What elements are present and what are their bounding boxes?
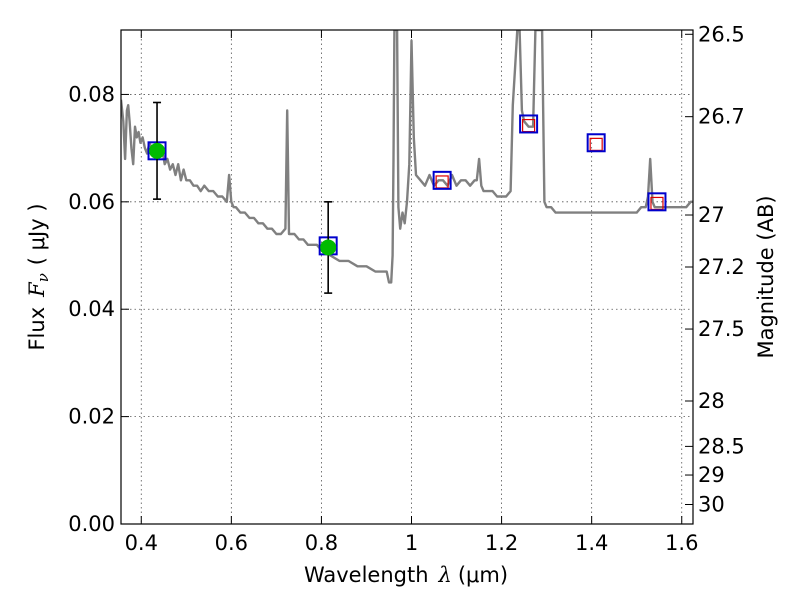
x-tick-label: 0.4	[125, 531, 158, 555]
measured-point	[320, 239, 337, 256]
y2-tick-label: 27	[698, 203, 725, 227]
y-axis-title-text: Flux	[25, 307, 49, 351]
x-tick-label: 0.6	[215, 531, 248, 555]
x-tick-label: 0.8	[305, 531, 338, 555]
y2-tick-label: 30	[698, 493, 725, 517]
x-axis-title-symbol: λ	[438, 563, 452, 587]
y2-tick-label: 29	[698, 463, 725, 487]
observed-photometry-box	[586, 133, 606, 153]
measured-point	[149, 142, 166, 159]
y-tick-label: 0.02	[68, 405, 115, 429]
observed-photometry-box	[432, 170, 452, 190]
y2-tick-label: 26.5	[698, 22, 745, 46]
y-tick-label: 0.04	[68, 297, 115, 321]
y2-tick-label: 27.2	[698, 255, 745, 279]
y-tick-label: 0.08	[68, 82, 115, 106]
y2-tick-label: 26.7	[698, 105, 745, 129]
y2-tick-label: 28.5	[698, 434, 745, 458]
observed-photometry-box	[519, 114, 539, 134]
x-tick-label: 1.2	[485, 531, 518, 555]
x-axis-title-text: Wavelength	[304, 563, 429, 587]
y-axis-title-symbol: F	[25, 281, 49, 298]
y-axis-title-subscript: ν	[34, 273, 52, 282]
x-tick-label: 1.6	[665, 531, 698, 555]
y-tick-label: 0.06	[68, 190, 115, 214]
plot-frame	[120, 29, 694, 525]
y-tick-label: 0.00	[68, 512, 115, 536]
x-axis-title: Wavelength λ (μm)	[304, 563, 508, 587]
y-axis-title: Flux Fν ( μJy )	[25, 203, 52, 350]
tick-layer: 0.4 0.6 0.8 1 1.2 1.4 1.6 0.00 0.02 0.04 0.06 0.08 2…	[68, 22, 745, 555]
y2-tick-label: 27.5	[698, 317, 745, 341]
x-tick-label: 1	[405, 531, 418, 555]
y2-axis-title: Magnitude (AB)	[754, 195, 778, 358]
observed-photometry-box	[647, 192, 667, 212]
model-spectrum-line	[121, 30, 693, 284]
y2-tick-label: 28	[698, 389, 725, 413]
y-axis-title-unit: ( μJy )	[25, 203, 49, 265]
x-axis-title-unit: (μm)	[458, 563, 508, 587]
marker-layer	[147, 101, 667, 294]
model-spectrum-layer	[121, 30, 693, 284]
x-tick-label: 1.4	[575, 531, 608, 555]
